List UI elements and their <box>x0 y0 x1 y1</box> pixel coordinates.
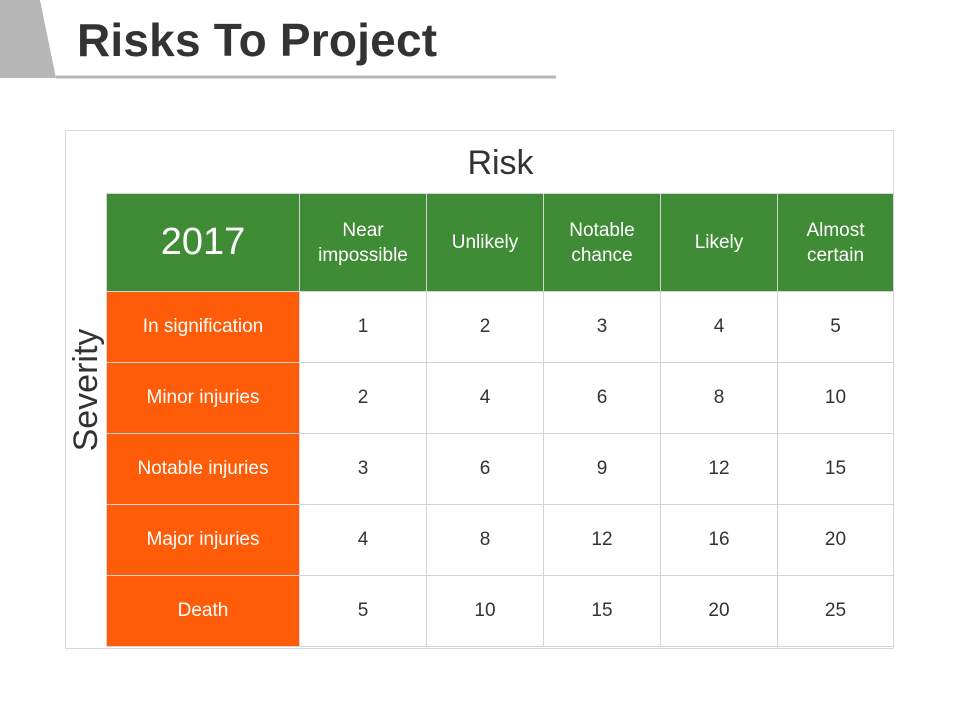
title-tab-shape <box>0 0 556 79</box>
risk-value-cell: 8 <box>426 504 544 576</box>
page-title: Risks To Project <box>77 14 438 66</box>
title-bar: Risks To Project <box>0 0 556 80</box>
risk-value-cell: 12 <box>660 433 778 505</box>
column-header: Unlikely <box>426 193 544 292</box>
risk-value-cell: 5 <box>299 575 427 647</box>
row-label: Death <box>106 575 300 647</box>
risk-value-cell: 25 <box>777 575 894 647</box>
risk-value-cell: 15 <box>777 433 894 505</box>
table-row: Minor injuries 2 4 6 8 10 <box>106 362 894 434</box>
risk-value-cell: 3 <box>299 433 427 505</box>
risk-value-cell: 16 <box>660 504 778 576</box>
risk-value-cell: 1 <box>299 291 427 363</box>
row-label: Notable injuries <box>106 433 300 505</box>
table-row: Death 5 10 15 20 25 <box>106 575 894 647</box>
risk-value-cell: 2 <box>426 291 544 363</box>
column-header: Near impossible <box>299 193 427 292</box>
column-header: Likely <box>660 193 778 292</box>
risk-value-cell: 20 <box>777 504 894 576</box>
risk-matrix-table: 2017 Near impossible Unlikely Notable ch… <box>106 193 894 647</box>
risk-value-cell: 6 <box>543 362 661 434</box>
risk-value-cell: 9 <box>543 433 661 505</box>
column-header: Notable chance <box>543 193 661 292</box>
risk-value-cell: 2 <box>299 362 427 434</box>
risk-value-cell: 20 <box>660 575 778 647</box>
header-row: 2017 Near impossible Unlikely Notable ch… <box>106 193 894 292</box>
table-row: Notable injuries 3 6 9 12 15 <box>106 433 894 505</box>
year-cell: 2017 <box>106 193 300 292</box>
row-label: Major injuries <box>106 504 300 576</box>
risk-axis-label: Risk <box>467 144 534 182</box>
risk-value-cell: 4 <box>426 362 544 434</box>
risk-value-cell: 8 <box>660 362 778 434</box>
risk-value-cell: 4 <box>299 504 427 576</box>
severity-axis-label: Severity <box>67 328 105 452</box>
column-header: Almost certain <box>777 193 894 292</box>
row-label: In signification <box>106 291 300 363</box>
risk-value-cell: 10 <box>777 362 894 434</box>
matrix-frame <box>65 130 894 649</box>
risk-value-cell: 5 <box>777 291 894 363</box>
table-row: Major injuries 4 8 12 16 20 <box>106 504 894 576</box>
risk-value-cell: 4 <box>660 291 778 363</box>
risk-value-cell: 6 <box>426 433 544 505</box>
risk-value-cell: 12 <box>543 504 661 576</box>
risk-value-cell: 10 <box>426 575 544 647</box>
risk-value-cell: 3 <box>543 291 661 363</box>
row-label: Minor injuries <box>106 362 300 434</box>
risk-value-cell: 15 <box>543 575 661 647</box>
table-row: In signification 1 2 3 4 5 <box>106 291 894 363</box>
